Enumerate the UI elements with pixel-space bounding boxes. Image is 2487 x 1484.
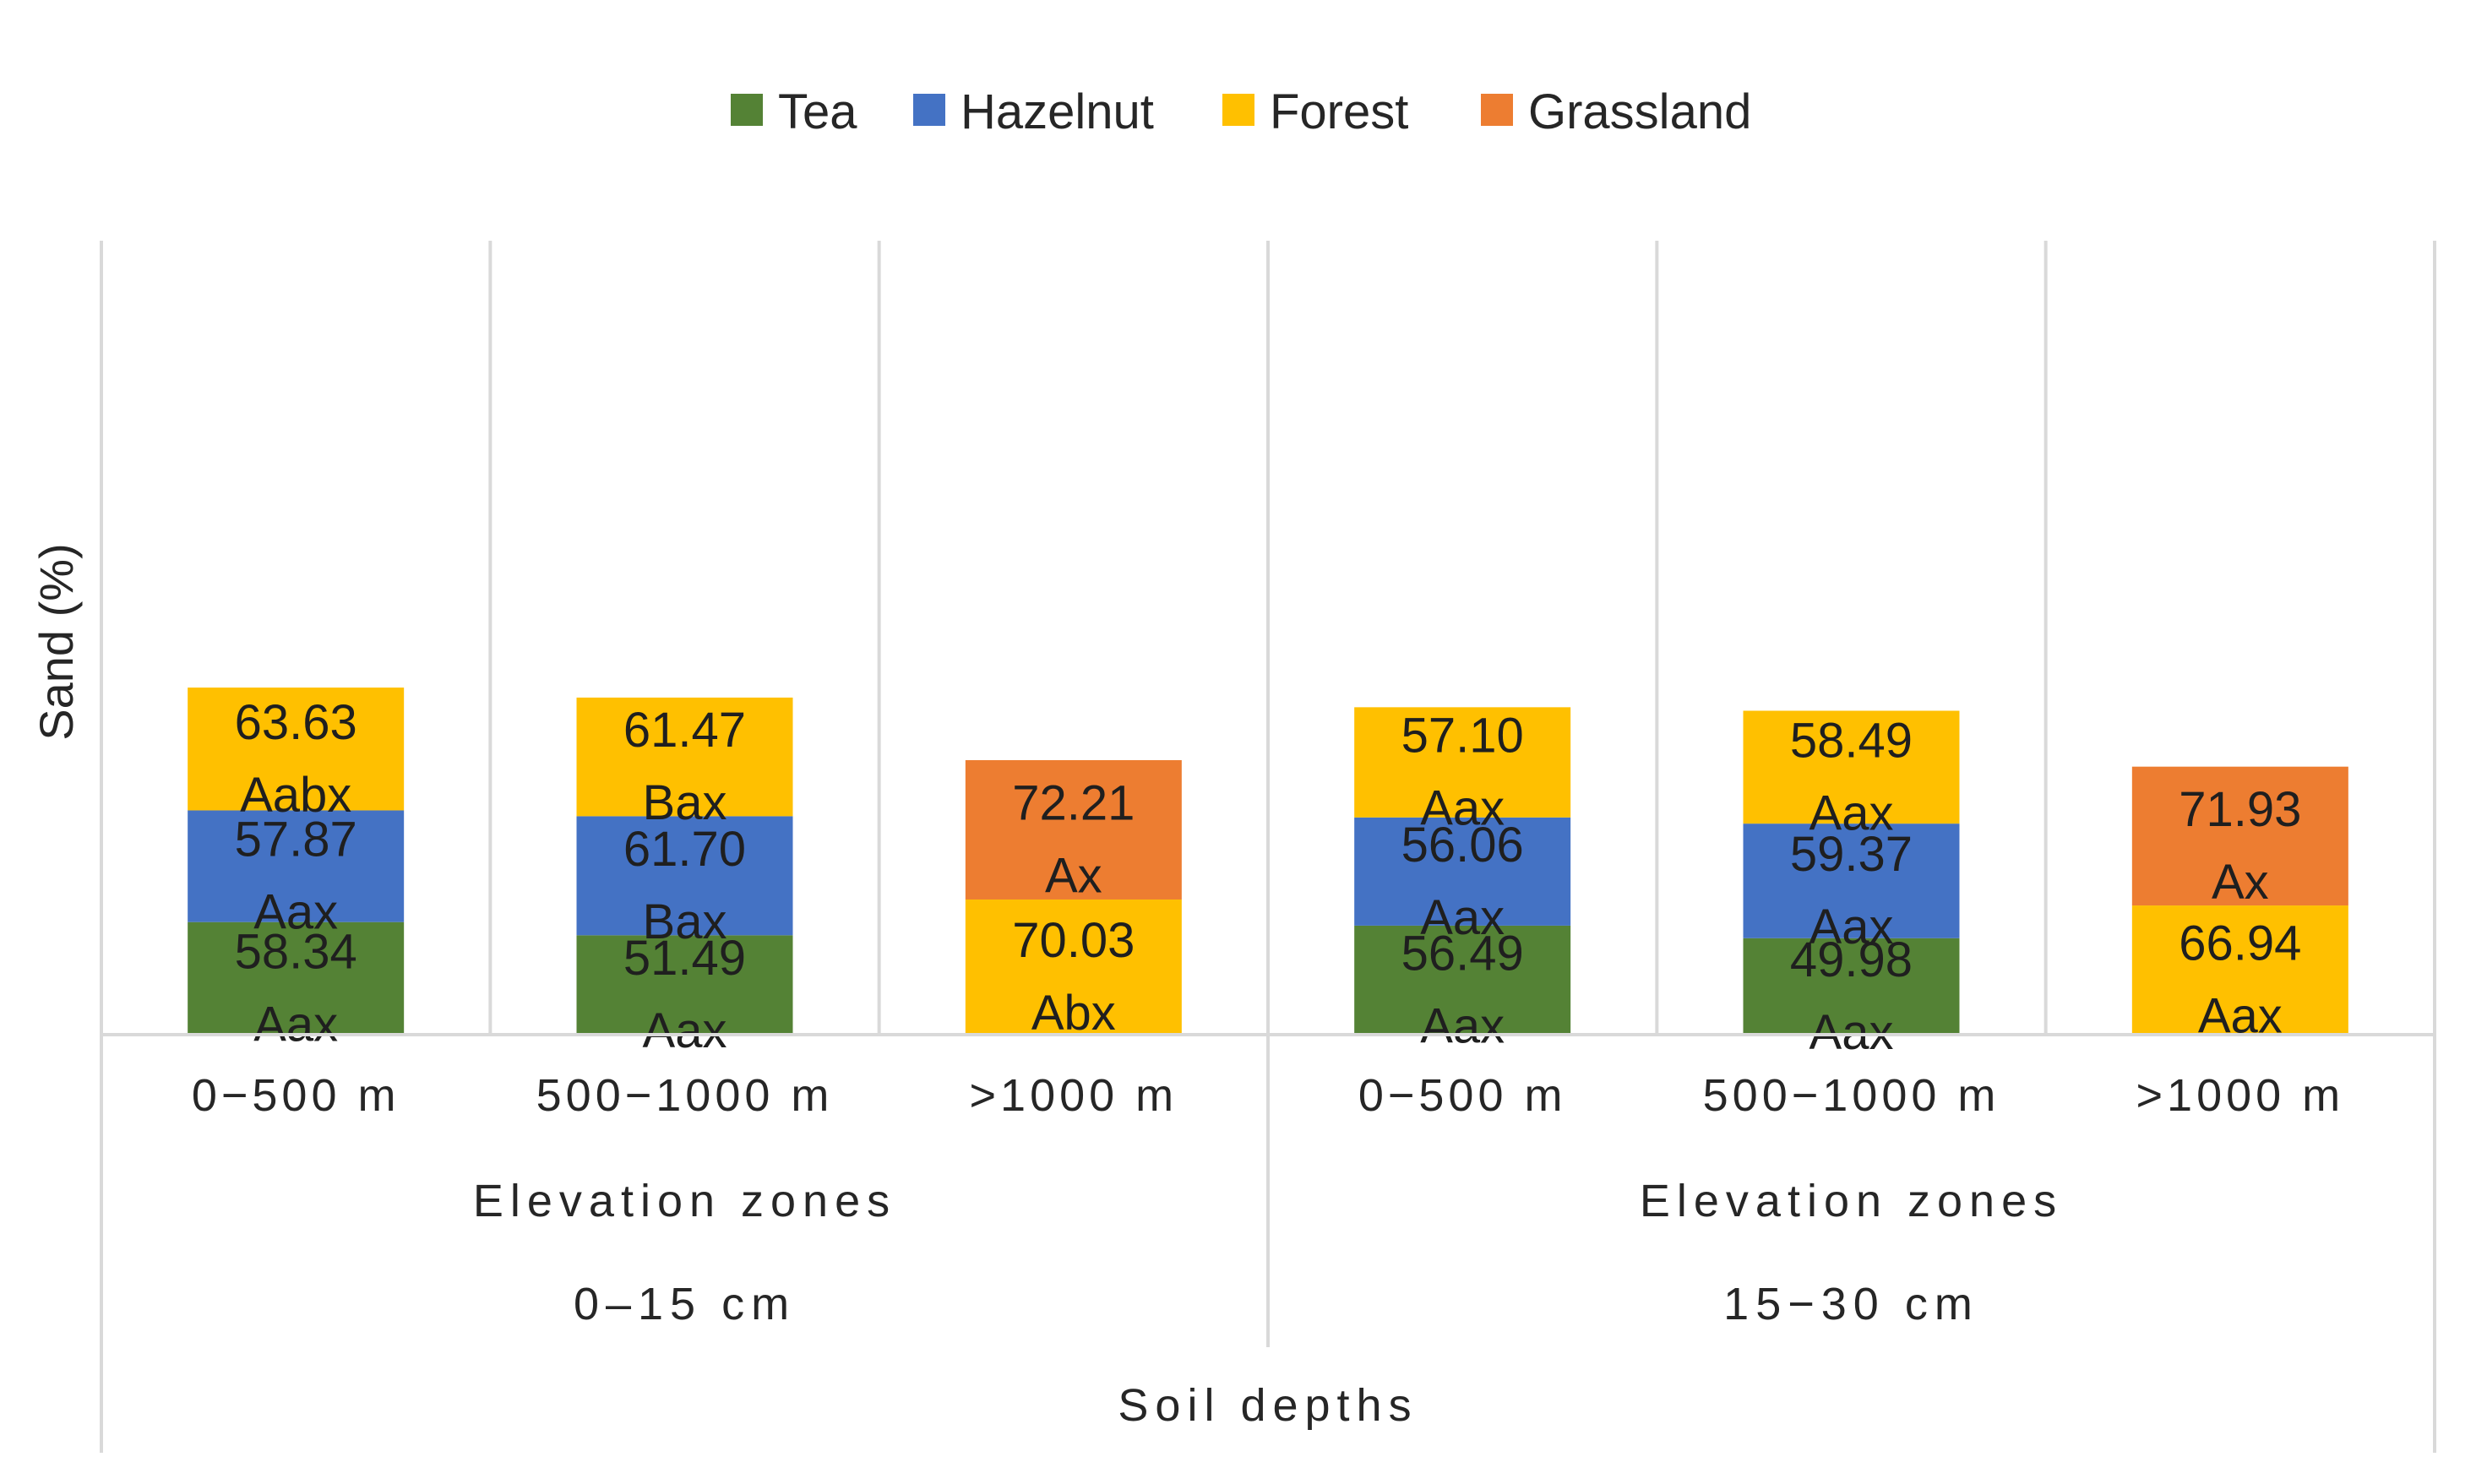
tick-label-zone: >1000 m xyxy=(970,1070,1178,1121)
data-label-value: 59.37 xyxy=(1790,827,1913,882)
bar-segment-forest xyxy=(1743,710,1960,824)
bar-segment-hazelnut xyxy=(576,816,793,936)
x-axis-title: Soil depths xyxy=(1118,1380,1418,1431)
data-label-letters: Aax xyxy=(1420,781,1505,836)
data-label-letters: Ax xyxy=(2212,855,2269,910)
data-label-value: 71.93 xyxy=(2179,782,2301,837)
bars: 58.34Aax57.87Aax63.63Aabx51.49Aax61.70Ba… xyxy=(188,688,2348,1060)
data-label-letters: Aax xyxy=(1809,785,1894,840)
legend-item-tea: Tea xyxy=(731,84,857,139)
legend-label-grassland: Grassland xyxy=(1528,84,1751,139)
tick-label-zone: 500−1000 m xyxy=(536,1070,834,1121)
tick-label-zone: >1000 m xyxy=(2136,1070,2345,1121)
tick-label-zone: 0−500 m xyxy=(1358,1070,1567,1121)
legend-label-tea: Tea xyxy=(778,84,857,139)
legend: Tea Hazelnut Forest Grassland xyxy=(731,84,1751,139)
x-axis: 0−500 m 500−1000 m >1000 m Elevation zones 0… xyxy=(101,1033,2435,1431)
data-label-value: 61.70 xyxy=(623,822,746,877)
bar-segment-forest xyxy=(965,899,1182,1035)
bar-segment-tea xyxy=(1743,938,1960,1035)
bar-segment-grassland xyxy=(2131,766,2348,906)
data-label-value: 61.47 xyxy=(623,703,746,758)
data-label-value: 72.21 xyxy=(1012,775,1135,830)
data-label-letters: Aax xyxy=(253,885,338,940)
tick-label-zone: 0−500 m xyxy=(192,1070,400,1121)
legend-item-grassland: Grassland xyxy=(1481,84,1751,139)
data-label-value: 63.63 xyxy=(235,695,357,750)
bar-segment-forest xyxy=(1354,707,1571,818)
data-label-letters: Bax xyxy=(643,894,727,949)
bar-segment-forest xyxy=(2131,905,2348,1035)
data-label-letters: Aabx xyxy=(240,768,351,823)
legend-label-hazelnut: Hazelnut xyxy=(961,84,1154,139)
bar-segment-forest xyxy=(188,688,405,811)
data-label-value: 51.49 xyxy=(623,931,746,986)
bar-segment-tea xyxy=(1354,925,1571,1035)
legend-item-hazelnut: Hazelnut xyxy=(913,84,1154,139)
data-label-letters: Aax xyxy=(253,997,338,1052)
data-label-letters: Aax xyxy=(1809,900,1894,954)
data-label-value: 56.49 xyxy=(1401,926,1524,981)
data-label-letters: Abx xyxy=(1031,986,1116,1041)
legend-swatch-forest xyxy=(1222,94,1254,126)
data-label-value: 70.03 xyxy=(1012,913,1135,968)
bar-segment-hazelnut xyxy=(1354,817,1571,926)
category-dividers xyxy=(100,241,2436,1453)
data-label-value: 49.98 xyxy=(1790,932,1913,987)
data-label-letters: Aax xyxy=(1420,998,1505,1053)
legend-swatch-hazelnut xyxy=(913,94,945,126)
data-label-value: 57.87 xyxy=(235,813,357,867)
depth-label: 0–15 cm xyxy=(574,1279,796,1329)
data-label-value: 58.34 xyxy=(235,924,357,979)
data-label-value: 66.94 xyxy=(2179,916,2301,971)
legend-label-forest: Forest xyxy=(1270,84,1408,139)
data-label-letters: Aax xyxy=(1420,890,1505,945)
legend-swatch-tea xyxy=(731,94,763,126)
depth-label: 15−30 cm xyxy=(1723,1279,1979,1329)
bar-segment-tea xyxy=(188,921,405,1035)
zone-group-title: Elevation zones xyxy=(1640,1176,2063,1226)
data-label-letters: Aax xyxy=(1809,1005,1894,1060)
bar-segment-hazelnut xyxy=(1743,824,1960,938)
bar-segment-tea xyxy=(576,935,793,1035)
bar-segment-grassland xyxy=(965,759,1182,900)
zone-group-title: Elevation zones xyxy=(473,1176,896,1226)
bar-segment-forest xyxy=(576,697,793,817)
bar-segment-hazelnut xyxy=(188,810,405,922)
legend-swatch-grassland xyxy=(1481,94,1513,126)
data-label-value: 56.06 xyxy=(1401,818,1524,872)
data-label-letters: Ax xyxy=(1045,848,1102,903)
bar-stack-0-15-cm-1000-m: 70.03 Abx 72.21 Ax xyxy=(965,759,1182,1041)
y-axis-title: Sand (%) xyxy=(30,543,83,740)
legend-item-forest: Forest xyxy=(1222,84,1408,139)
tick-label-zone: 500−1000 m xyxy=(1703,1070,2000,1121)
data-label-letters: Bax xyxy=(643,775,727,830)
data-label-letters: Aax xyxy=(643,1003,727,1058)
data-label-value: 57.10 xyxy=(1401,709,1524,764)
data-label-value: 58.49 xyxy=(1790,713,1913,768)
